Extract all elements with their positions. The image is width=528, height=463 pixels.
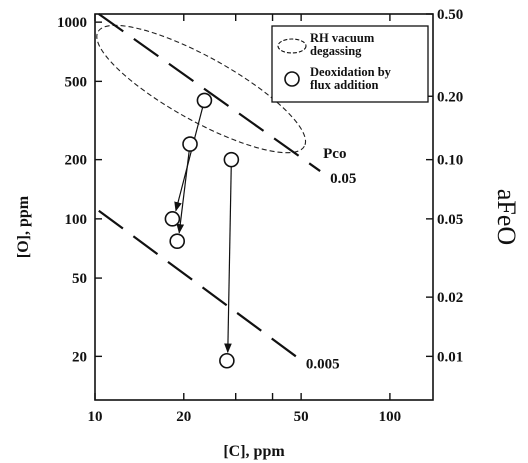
pco-label: Pco [323, 146, 346, 162]
right-axis-title: aFeO [492, 189, 521, 245]
right-tick-label: 0.50 [437, 7, 463, 23]
y-tick-label: 50 [72, 271, 87, 287]
data-point [182, 136, 198, 152]
plot-area: 10 20 50 100 20 50 100 200 500 1000 0.50 0.20 0.10 0.… [15, 7, 521, 460]
y-tick-label: 20 [72, 349, 87, 365]
annotations: RH vacuum degassing Deoxidation by flux add… [271, 25, 429, 103]
pco-line-label: 0.005 [306, 356, 340, 372]
legend-ellipse-marker [277, 38, 307, 54]
legend-label-rh: RH vacuum degassing [310, 31, 375, 58]
right-tick-label: 0.20 [437, 89, 463, 105]
legend-label-flux: Deoxidation by flux addition [310, 65, 392, 92]
pco-line [98, 13, 321, 172]
right-tick-label: 0.01 [437, 349, 463, 365]
y-tick-label: 100 [65, 212, 88, 228]
x-tick-label: 100 [379, 409, 402, 425]
right-tick-label: 0.10 [437, 153, 463, 169]
right-tick-label: 0.02 [437, 290, 463, 306]
y-tick-label: 500 [65, 74, 88, 90]
plot-frame [94, 13, 434, 401]
legend-box [271, 25, 429, 103]
data-point [196, 92, 213, 109]
data-point [169, 233, 186, 249]
rh-degassing-region [96, 24, 307, 154]
legend-circle-marker [284, 71, 300, 87]
right-tick-label: 0.05 [437, 212, 463, 228]
y-tick-label: 1000 [57, 15, 87, 31]
data-point [223, 151, 240, 168]
deoxidation-arrow [176, 143, 191, 234]
deoxidation-arrow [174, 100, 206, 212]
x-tick-label: 10 [88, 409, 103, 425]
x-tick-label: 50 [294, 409, 309, 425]
pco-line-label: 0.05 [330, 171, 356, 187]
pco-line [98, 209, 297, 358]
x-axis-title: [C], ppm [223, 443, 285, 460]
y-tick-label: 200 [65, 153, 88, 169]
data-point [164, 211, 181, 227]
data-point [219, 352, 235, 369]
x-tick-label: 20 [176, 409, 191, 425]
deoxidation-arrow [224, 159, 232, 354]
y-axis-title: [O], ppm [15, 195, 32, 258]
